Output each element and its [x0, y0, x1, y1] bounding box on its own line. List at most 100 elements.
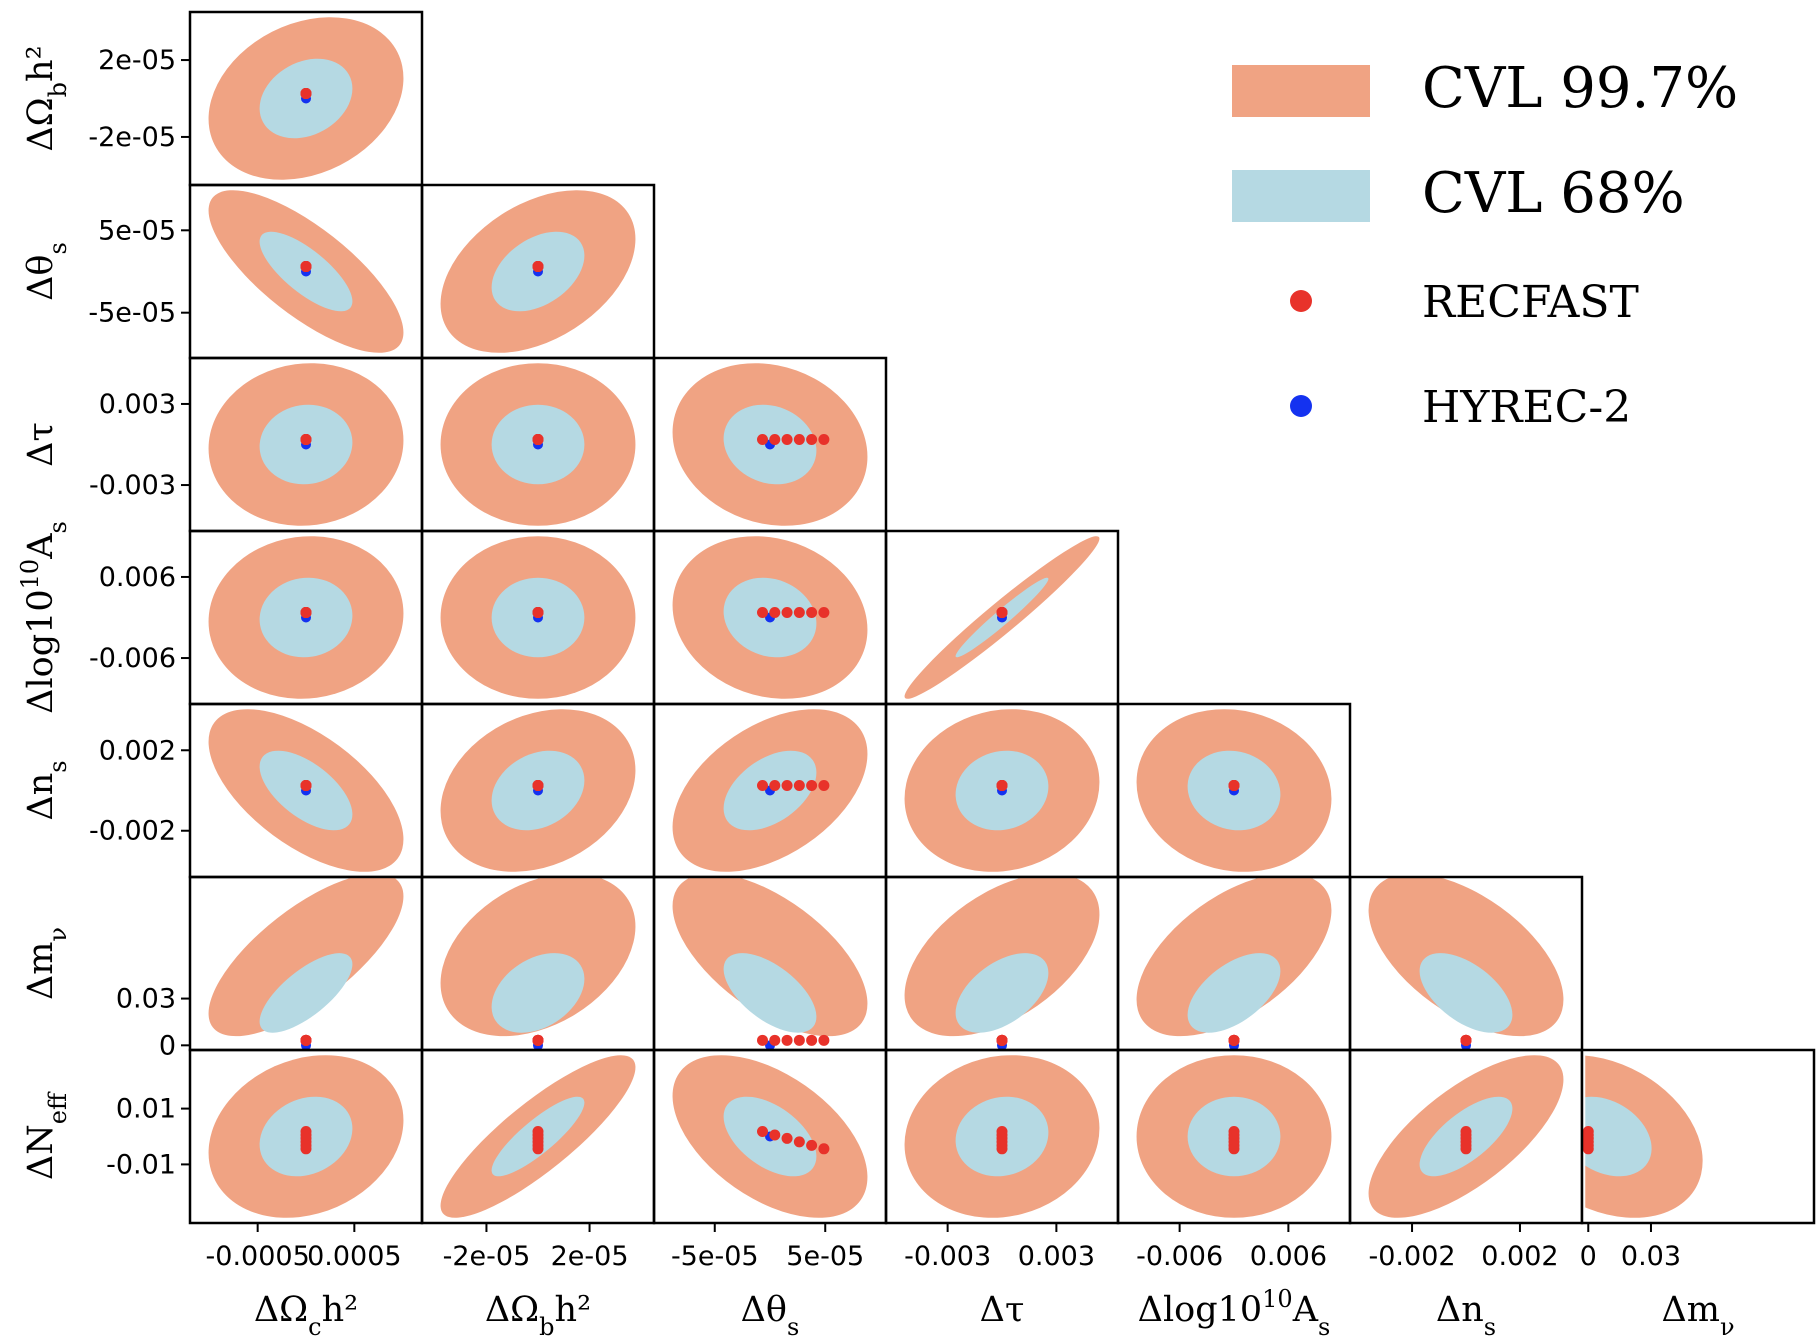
ellipse-997-2-6 — [672, 877, 868, 1037]
recfast-point-2-6-3 — [793, 1034, 805, 1046]
x-tick-label: -2e-05 — [443, 1241, 531, 1272]
recfast-point-1-3-5 — [532, 434, 544, 445]
recfast-point-2-7-4 — [806, 1139, 818, 1151]
y-tick-label: 0.002 — [99, 735, 176, 766]
ellipse-997-0-6 — [208, 877, 404, 1037]
recfast-point-2-5-4 — [806, 780, 818, 791]
x-axis-label-5: Δns — [1436, 1290, 1496, 1340]
panel-1-2 — [420, 183, 656, 360]
panel-1-4 — [420, 529, 656, 706]
recfast-point-1-2-5 — [532, 261, 544, 272]
panel-2-5 — [652, 702, 888, 879]
panel-2-3 — [652, 356, 888, 533]
ellipse-68-4-6 — [1187, 953, 1281, 1033]
recfast-point-2-4-0 — [757, 607, 768, 618]
panel-3-4 — [884, 529, 1120, 706]
y-axis-labels: ΔΩbh² Δθs Δτ Δlog1010As Δns Δmν ΔNeff — [16, 45, 72, 1180]
panel-1-3 — [420, 356, 656, 533]
y-tick-label: -0.002 — [89, 816, 176, 847]
recfast-point-2-4-3 — [793, 607, 805, 618]
x-axis-label-2: Δθs — [741, 1290, 800, 1340]
recfast-point-2-7-3 — [793, 1136, 805, 1148]
y-axis-label-5: Δns — [21, 760, 72, 820]
ellipse-68-1-6 — [491, 953, 585, 1033]
recfast-point-2-3-5 — [818, 434, 830, 445]
recfast-point-0-7-5 — [300, 1143, 312, 1155]
ellipse-68-6-7 — [1582, 1096, 1652, 1177]
y-tick-label: -5e-05 — [88, 298, 176, 329]
recfast-point-2-3-1 — [769, 434, 781, 445]
y-tick-label: -0.01 — [106, 1149, 176, 1180]
y-tick-label: 5e-05 — [98, 215, 176, 246]
recfast-point-2-6-2 — [781, 1034, 793, 1046]
legend-marker-2 — [1290, 290, 1312, 312]
y-axis-label-1: ΔΩbh² — [21, 45, 72, 151]
recfast-point-0-5-5 — [300, 780, 312, 791]
y-tick-label: 0.01 — [116, 1094, 176, 1125]
recfast-point-0-3-5 — [300, 434, 312, 445]
recfast-point-2-5-2 — [781, 780, 793, 791]
y-tick-label: 0.03 — [116, 984, 176, 1015]
recfast-point-1-6-5 — [532, 1034, 544, 1046]
recfast-point-0-6-5 — [300, 1034, 312, 1046]
ellipse-68-2-6 — [723, 953, 817, 1033]
y-axis-label-2: Δθs — [21, 242, 72, 301]
x-axis-label-3: Δτ — [980, 1290, 1025, 1330]
x-tick-label: -0.0005 — [206, 1241, 310, 1272]
panel-3-7: -0.003 0.003 — [884, 1048, 1120, 1272]
recfast-point-3-5-5 — [996, 780, 1008, 791]
recfast-point-0-2-5 — [300, 261, 312, 272]
x-tick-label: 0.006 — [1250, 1241, 1327, 1272]
panel-2-7: -5e-05 5e-05 — [652, 1048, 888, 1272]
ellipse-68-3-6 — [955, 953, 1049, 1033]
panel-4-5 — [1116, 702, 1352, 879]
legend-label-0: CVL 99.7% — [1422, 56, 1738, 121]
recfast-point-2-5-0 — [757, 780, 768, 791]
recfast-point-2-3-0 — [757, 434, 768, 445]
recfast-point-2-7-1 — [769, 1129, 781, 1141]
y-axis-label-3: Δτ — [21, 422, 61, 467]
panel-5-7: -0.002 0.002 — [1348, 1048, 1584, 1272]
recfast-point-2-4-2 — [781, 607, 793, 618]
x-tick-label: 5e-05 — [786, 1241, 864, 1272]
legend-label-1: CVL 68% — [1422, 161, 1685, 226]
panel-6-7: 0 0.03 — [1580, 1048, 1816, 1272]
recfast-point-2-5-1 — [769, 780, 781, 791]
x-axis-labels: ΔΩch² ΔΩbh² Δθs Δτ Δlog1010As Δns Δmν — [254, 1285, 1735, 1340]
panel-0-2: -5e-05 5e-05 — [88, 183, 424, 360]
panel-3-5 — [884, 702, 1120, 879]
recfast-point-2-6-1 — [769, 1034, 781, 1046]
x-axis-label-6: Δmν — [1661, 1290, 1734, 1340]
x-axis-label-1: ΔΩbh² — [485, 1290, 591, 1340]
recfast-point-5-6-5 — [1460, 1034, 1472, 1046]
x-tick-label: 0.03 — [1621, 1241, 1681, 1272]
recfast-point-4-7-5 — [1228, 1143, 1240, 1155]
recfast-point-2-4-4 — [806, 607, 818, 618]
ellipse-68-0-6 — [259, 953, 353, 1033]
y-tick-label: 0.003 — [99, 389, 176, 420]
recfast-point-3-7-5 — [996, 1143, 1008, 1155]
x-tick-label: 0.003 — [1018, 1241, 1095, 1272]
x-tick-label: 0.0005 — [307, 1241, 401, 1272]
recfast-point-2-3-2 — [781, 434, 793, 445]
recfast-point-2-4-5 — [818, 607, 830, 618]
legend: CVL 99.7% CVL 68% RECFAST HYREC-2 — [1232, 56, 1738, 433]
recfast-point-2-7-2 — [781, 1132, 793, 1144]
x-tick-label: -5e-05 — [671, 1241, 759, 1272]
panel-0-5: -0.002 0.002 — [89, 702, 424, 879]
legend-swatch-0 — [1232, 65, 1370, 117]
panel-1-7: -2e-05 2e-05 — [420, 1048, 656, 1272]
panel-2-4 — [652, 529, 888, 706]
panel-1-5 — [420, 702, 656, 879]
y-tick-label: 0.006 — [99, 562, 176, 593]
legend-label-3: HYREC-2 — [1422, 382, 1631, 433]
recfast-point-2-6-4 — [806, 1034, 818, 1046]
legend-label-2: RECFAST — [1422, 277, 1639, 328]
y-axis-label-6: Δmν — [21, 927, 72, 1000]
recfast-point-1-7-5 — [532, 1143, 544, 1155]
y-tick-label: -2e-05 — [88, 122, 176, 153]
recfast-point-1-4-5 — [532, 607, 544, 618]
y-axis-label-7: ΔNeff — [21, 1091, 72, 1180]
